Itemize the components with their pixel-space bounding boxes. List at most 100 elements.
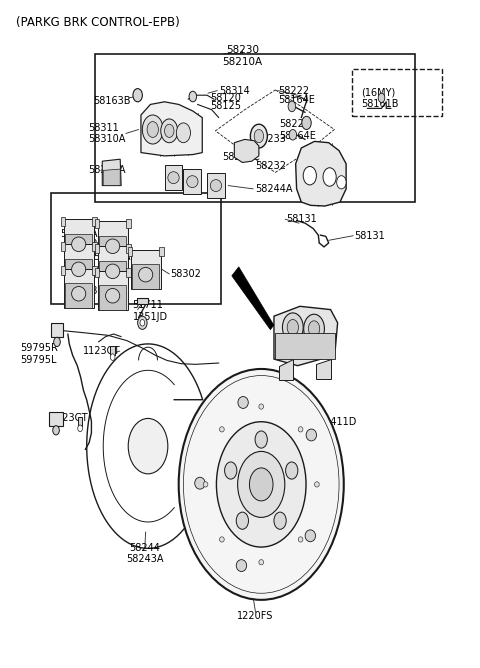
Circle shape <box>255 431 267 448</box>
Text: 1123GT: 1123GT <box>84 346 121 356</box>
Ellipse shape <box>106 289 120 303</box>
Ellipse shape <box>298 427 303 432</box>
Circle shape <box>378 94 385 102</box>
Ellipse shape <box>219 427 224 432</box>
Bar <box>128 247 132 256</box>
Circle shape <box>140 319 145 326</box>
Text: 58314: 58314 <box>219 86 250 96</box>
Polygon shape <box>131 250 161 289</box>
Text: 58230
58210A: 58230 58210A <box>222 45 263 67</box>
Polygon shape <box>65 259 92 284</box>
Polygon shape <box>296 142 346 206</box>
Circle shape <box>303 166 316 185</box>
Text: 58232: 58232 <box>255 161 287 171</box>
Text: 58164E: 58164E <box>279 95 315 105</box>
Polygon shape <box>49 412 63 426</box>
Bar <box>92 242 96 251</box>
Polygon shape <box>99 236 126 261</box>
Polygon shape <box>65 234 92 259</box>
Ellipse shape <box>236 560 247 572</box>
Text: 58131: 58131 <box>354 230 385 240</box>
Circle shape <box>176 123 191 143</box>
Bar <box>95 53 416 202</box>
Text: 58244A: 58244A <box>93 253 131 263</box>
Bar <box>110 346 115 355</box>
Text: 58120: 58120 <box>210 94 241 104</box>
Bar <box>61 266 65 275</box>
Circle shape <box>179 369 344 600</box>
Ellipse shape <box>195 477 205 489</box>
Text: 58244A: 58244A <box>79 238 116 248</box>
Circle shape <box>110 354 115 361</box>
Polygon shape <box>99 261 126 286</box>
Circle shape <box>286 462 298 479</box>
Text: 58125: 58125 <box>210 102 241 112</box>
Circle shape <box>225 462 237 479</box>
Circle shape <box>54 337 60 347</box>
Polygon shape <box>275 333 335 359</box>
Ellipse shape <box>168 172 179 184</box>
Bar <box>137 298 147 305</box>
Circle shape <box>238 452 285 518</box>
Circle shape <box>147 122 158 138</box>
Circle shape <box>302 116 311 130</box>
Text: 59795R
59795L: 59795R 59795L <box>20 343 58 365</box>
Text: 58244
58243A: 58244 58243A <box>126 543 164 564</box>
Polygon shape <box>232 267 274 329</box>
Polygon shape <box>274 307 337 365</box>
Ellipse shape <box>106 264 120 279</box>
Circle shape <box>274 512 286 529</box>
Bar <box>92 216 96 226</box>
Bar <box>92 266 96 275</box>
Bar <box>51 194 221 305</box>
Circle shape <box>53 426 60 435</box>
Bar <box>61 242 65 251</box>
Ellipse shape <box>210 180 222 192</box>
Polygon shape <box>63 219 94 259</box>
Text: 58222: 58222 <box>279 86 310 96</box>
Circle shape <box>250 468 273 501</box>
Circle shape <box>189 92 197 102</box>
Text: 58131: 58131 <box>286 214 317 224</box>
Polygon shape <box>99 285 126 310</box>
Bar <box>126 218 131 228</box>
Text: (16MY)
58161B: (16MY) 58161B <box>361 87 398 109</box>
Bar <box>61 216 65 226</box>
Polygon shape <box>97 271 128 310</box>
Circle shape <box>336 176 346 189</box>
Polygon shape <box>51 323 63 337</box>
Ellipse shape <box>72 237 86 252</box>
Circle shape <box>161 119 178 143</box>
Bar <box>352 69 442 116</box>
Bar <box>159 247 164 256</box>
Circle shape <box>143 115 163 144</box>
Bar <box>126 244 131 253</box>
Ellipse shape <box>72 262 86 277</box>
Polygon shape <box>102 159 121 186</box>
Text: 58244A: 58244A <box>60 229 97 239</box>
Polygon shape <box>165 165 182 190</box>
Ellipse shape <box>259 560 264 565</box>
Polygon shape <box>279 359 293 380</box>
Ellipse shape <box>219 537 224 542</box>
Circle shape <box>304 314 324 343</box>
Ellipse shape <box>305 530 315 542</box>
Ellipse shape <box>187 176 198 188</box>
Text: 58244A: 58244A <box>88 166 126 176</box>
Ellipse shape <box>314 482 319 487</box>
Circle shape <box>287 319 299 335</box>
Bar <box>126 268 131 277</box>
Circle shape <box>165 124 174 138</box>
Bar <box>78 417 83 426</box>
Ellipse shape <box>259 404 264 409</box>
Circle shape <box>254 130 264 143</box>
Circle shape <box>78 425 83 432</box>
Text: 58411D: 58411D <box>318 418 356 428</box>
Circle shape <box>138 316 147 329</box>
Text: 58302: 58302 <box>170 269 201 279</box>
Polygon shape <box>63 269 94 308</box>
Ellipse shape <box>139 267 153 282</box>
Ellipse shape <box>238 397 248 408</box>
Circle shape <box>236 512 249 529</box>
Polygon shape <box>132 264 159 289</box>
